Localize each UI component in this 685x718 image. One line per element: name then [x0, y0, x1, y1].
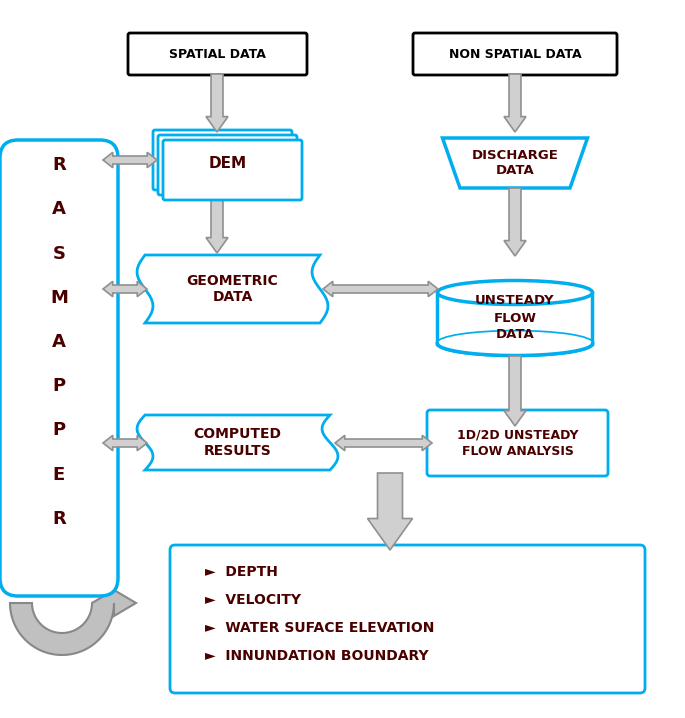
PathPatch shape	[137, 255, 328, 323]
Polygon shape	[504, 356, 526, 426]
FancyBboxPatch shape	[128, 33, 307, 75]
FancyBboxPatch shape	[158, 135, 297, 195]
Text: SPATIAL DATA: SPATIAL DATA	[169, 47, 266, 60]
Ellipse shape	[438, 281, 593, 304]
Polygon shape	[10, 590, 136, 655]
FancyBboxPatch shape	[413, 33, 617, 75]
FancyBboxPatch shape	[170, 545, 645, 693]
Text: ►  DEPTH: ► DEPTH	[205, 565, 278, 579]
Text: A: A	[52, 200, 66, 218]
Polygon shape	[504, 188, 526, 256]
FancyBboxPatch shape	[427, 410, 608, 476]
Polygon shape	[443, 138, 588, 188]
Polygon shape	[103, 281, 147, 297]
FancyBboxPatch shape	[0, 140, 118, 596]
Polygon shape	[103, 435, 147, 451]
Text: P: P	[53, 377, 66, 395]
Text: R: R	[52, 156, 66, 174]
Ellipse shape	[438, 332, 593, 355]
Text: ►  WATER SUFACE ELEVATION: ► WATER SUFACE ELEVATION	[205, 621, 434, 635]
Text: COMPUTED
RESULTS: COMPUTED RESULTS	[193, 427, 282, 457]
Text: M: M	[50, 289, 68, 307]
Polygon shape	[323, 281, 438, 297]
Text: NON SPATIAL DATA: NON SPATIAL DATA	[449, 47, 582, 60]
PathPatch shape	[137, 415, 338, 470]
Polygon shape	[206, 188, 228, 253]
Text: DEM: DEM	[208, 156, 247, 170]
Text: A: A	[52, 333, 66, 351]
Text: 1D/2D UNSTEADY
FLOW ANALYSIS: 1D/2D UNSTEADY FLOW ANALYSIS	[457, 428, 578, 458]
FancyBboxPatch shape	[153, 130, 292, 190]
Text: E: E	[53, 465, 65, 484]
Ellipse shape	[438, 332, 593, 355]
Polygon shape	[504, 74, 526, 132]
Polygon shape	[206, 74, 228, 132]
Polygon shape	[335, 435, 432, 451]
Text: DISCHARGE
DATA: DISCHARGE DATA	[471, 149, 558, 177]
Polygon shape	[367, 473, 412, 550]
Text: ►  INNUNDATION BOUNDARY: ► INNUNDATION BOUNDARY	[205, 649, 429, 663]
Text: R: R	[52, 510, 66, 528]
Text: P: P	[53, 421, 66, 439]
Polygon shape	[438, 292, 593, 343]
Text: UNSTEADY
FLOW
DATA: UNSTEADY FLOW DATA	[475, 294, 555, 342]
Polygon shape	[103, 152, 157, 168]
Text: ►  VELOCITY: ► VELOCITY	[205, 593, 301, 607]
FancyBboxPatch shape	[163, 140, 302, 200]
Text: GEOMETRIC
DATA: GEOMETRIC DATA	[186, 274, 278, 304]
Text: S: S	[53, 245, 66, 263]
